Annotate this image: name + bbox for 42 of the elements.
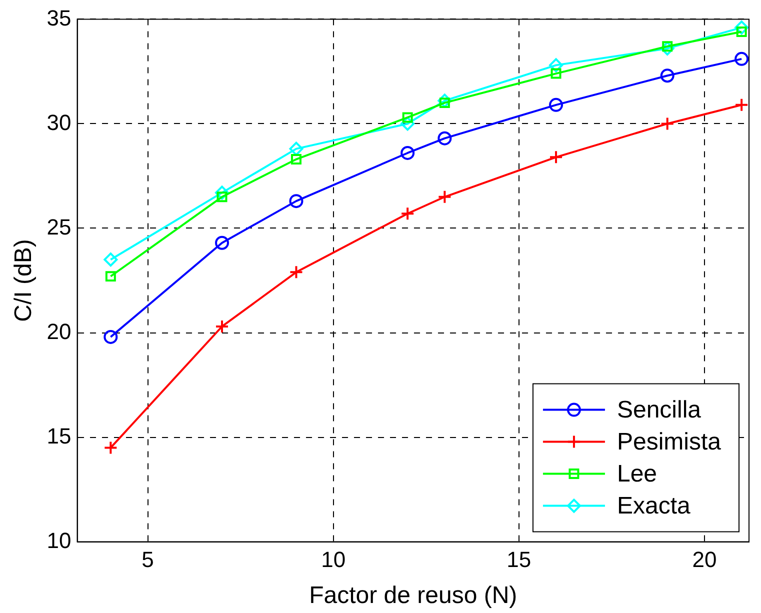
- point: [549, 98, 564, 112]
- y-tick-label: 25: [46, 214, 72, 240]
- point: [734, 20, 749, 35]
- point: [734, 52, 749, 66]
- point: [289, 142, 304, 156]
- point: [400, 146, 415, 160]
- point: [438, 190, 452, 204]
- point: [289, 265, 304, 280]
- y-tick-label: 10: [46, 528, 72, 553]
- point: [105, 271, 116, 282]
- point: [104, 330, 118, 344]
- point: [215, 319, 230, 334]
- point: [290, 154, 302, 164]
- y-axis-title: C/I (dB): [10, 239, 38, 322]
- point: [289, 194, 304, 208]
- point: [400, 116, 415, 131]
- y-tick-label: 30: [46, 110, 72, 135]
- point: [549, 150, 564, 164]
- point: [550, 68, 562, 79]
- point: [215, 236, 230, 250]
- point: [104, 252, 118, 267]
- y-tick-label: 20: [46, 318, 72, 344]
- x-tick-label: 5: [142, 547, 154, 572]
- point: [660, 68, 674, 83]
- legend-label: Lee: [616, 460, 658, 488]
- x-tick-label: 15: [506, 547, 532, 572]
- point: [215, 186, 230, 200]
- point: [734, 98, 749, 112]
- point: [104, 440, 118, 455]
- point: [438, 131, 452, 146]
- y-tick-label: 35: [46, 5, 72, 30]
- legend-label: Sencilla: [616, 396, 702, 424]
- point: [400, 206, 415, 221]
- point: [660, 116, 674, 131]
- y-tick-label: 15: [46, 423, 72, 448]
- legend-label: Pesimista: [616, 428, 722, 456]
- x-axis-title: Factor de reuso (N): [309, 582, 518, 610]
- legend-label: Exacta: [616, 492, 691, 520]
- x-tick-label: 20: [692, 547, 717, 572]
- x-tick-label: 10: [321, 547, 346, 572]
- point: [402, 112, 413, 123]
- point: [549, 58, 564, 72]
